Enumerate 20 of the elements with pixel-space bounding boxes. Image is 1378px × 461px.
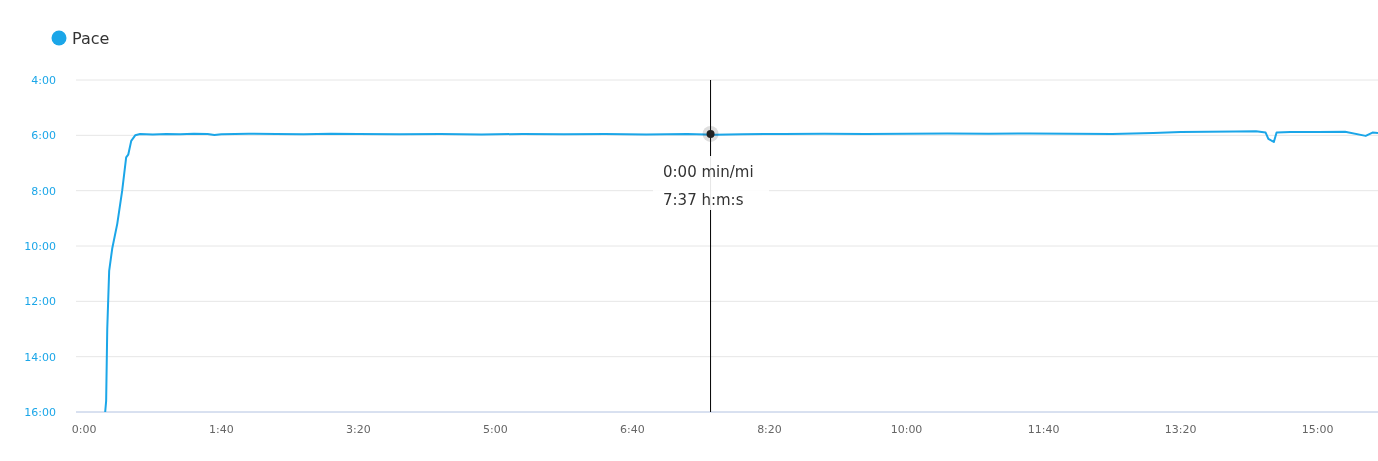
y-tick-label: 16:00 (24, 406, 56, 419)
y-tick-label: 8:00 (31, 184, 56, 198)
x-tick-label: 3:20 (345, 423, 371, 436)
x-tick-label: 13:20 (1164, 423, 1197, 436)
x-tick-label: 10:00 (890, 423, 923, 436)
x-tick-label: 8:20 (757, 423, 782, 436)
x-tick-label: 15:00 (1301, 423, 1334, 436)
x-tick-label: 11:40 (1027, 423, 1060, 436)
annotation: 0:00 min/mi (663, 163, 754, 181)
x-tick-label: 1:40 (208, 423, 234, 436)
y-tick-label: 4:00 (31, 74, 56, 87)
annotation: 7:37 h:m:s (663, 191, 744, 209)
y-tick-label: 6:00 (31, 129, 56, 143)
x-tick-label: 0:00 (71, 423, 97, 436)
legend-label: Pace (72, 29, 110, 48)
y-tick-label: 14:00 (24, 350, 56, 364)
y-tick-label: 12:00 (24, 295, 56, 309)
y-tick-label: 10:00 (24, 240, 56, 253)
x-tick-label: 5:00 (483, 423, 508, 436)
x-tick-label: 6:40 (620, 423, 645, 436)
